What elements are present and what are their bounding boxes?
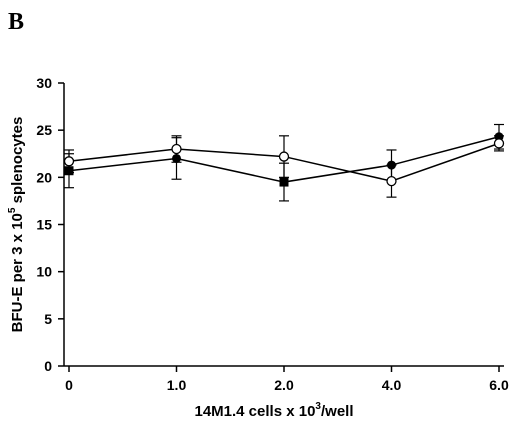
y-tick-label: 15 [36, 217, 52, 233]
y-tick-label: 5 [44, 311, 52, 327]
y-axis-title-suffix: splenocytes [9, 117, 26, 208]
y-tick-label: 10 [36, 264, 52, 280]
x-axis-title: 14M1.4 cells x 103/well [194, 401, 353, 420]
y-tick-label: 20 [36, 169, 52, 185]
x-axis-title-text: 14M1.4 cells x 10 [194, 403, 315, 420]
series-layer [63, 123, 505, 202]
series-open-circles [63, 135, 505, 198]
x-tick-label: 0 [65, 377, 73, 393]
y-axis-title: BFU-E per 3 x 105 splenocytes [7, 117, 26, 333]
data-point-open-circle [63, 156, 75, 167]
x-ticks: 0 1.0 2.0 4.0 6.0 [65, 366, 509, 393]
x-tick-label: 4.0 [382, 377, 402, 393]
y-tick-label: 30 [36, 75, 52, 91]
y-ticks: 0 5 10 15 20 25 30 [36, 75, 64, 374]
x-tick-label: 2.0 [274, 377, 294, 393]
data-point-filled-square [279, 177, 289, 187]
x-tick-label: 1.0 [167, 377, 187, 393]
y-axis-title-text: BFU-E per 3 x 10 [9, 213, 26, 332]
data-point-open-circle [493, 138, 505, 149]
panel-label: B [8, 9, 24, 35]
y-axis-title-superscript: 5 [7, 207, 18, 213]
x-axis-title-superscript: 3 [315, 401, 321, 412]
y-tick-label: 0 [44, 358, 52, 374]
axes [63, 83, 504, 367]
x-axis-title-suffix: /well [321, 403, 354, 420]
data-point-open-circle [171, 143, 182, 155]
data-point-open-circle [278, 151, 290, 162]
data-point-open-circle [386, 175, 397, 187]
y-tick-label: 25 [36, 122, 52, 138]
x-tick-label: 6.0 [489, 377, 509, 393]
